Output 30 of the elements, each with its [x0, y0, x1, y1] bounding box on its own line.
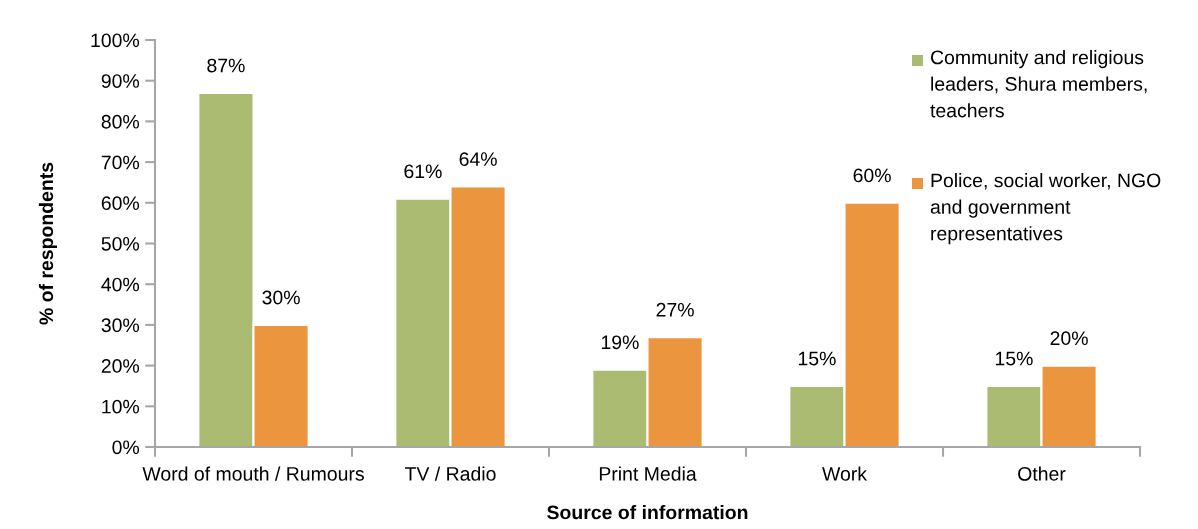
y-tick-label: 30%	[101, 318, 140, 333]
data-label: 15%	[995, 351, 1033, 366]
x-tick-label: Print Media	[599, 466, 697, 481]
y-tick-label: 50%	[101, 236, 140, 251]
data-label: 19%	[601, 335, 639, 350]
y-tick-label: 70%	[101, 155, 140, 170]
y-tick-label: 10%	[102, 399, 140, 414]
data-label: 64%	[459, 152, 497, 167]
y-tick-label: 20%	[101, 359, 140, 373]
y-tick-label: 100%	[91, 33, 140, 48]
data-label: 87%	[207, 58, 245, 73]
data-label: 60%	[853, 168, 891, 183]
x-tick-label: Word of mouth / Rumours	[142, 466, 364, 481]
data-label: 61%	[404, 164, 442, 179]
data-label: 27%	[656, 302, 694, 317]
data-label: 30%	[262, 290, 300, 305]
y-tick-label: 0%	[112, 440, 140, 455]
data-label: 15%	[798, 351, 836, 366]
y-axis-title: % of respondents	[38, 162, 57, 325]
x-tick-label: Work	[822, 466, 868, 481]
y-tick-label: 80%	[101, 114, 140, 129]
y-tick-label: 90%	[101, 74, 140, 88]
y-tick-label: 40%	[101, 277, 140, 292]
x-tick-label: TV / Radio	[405, 466, 496, 481]
x-tick-label: Other	[1018, 466, 1066, 481]
y-tick-label: 60%	[101, 196, 140, 211]
legend-label: Police, social worker, NGO and government representatives	[930, 173, 1161, 245]
data-label: 20%	[1050, 331, 1088, 346]
legend-label: Community and religious leaders, Shura members, teachers	[930, 50, 1147, 118]
x-axis-title: Source of information	[547, 505, 748, 520]
